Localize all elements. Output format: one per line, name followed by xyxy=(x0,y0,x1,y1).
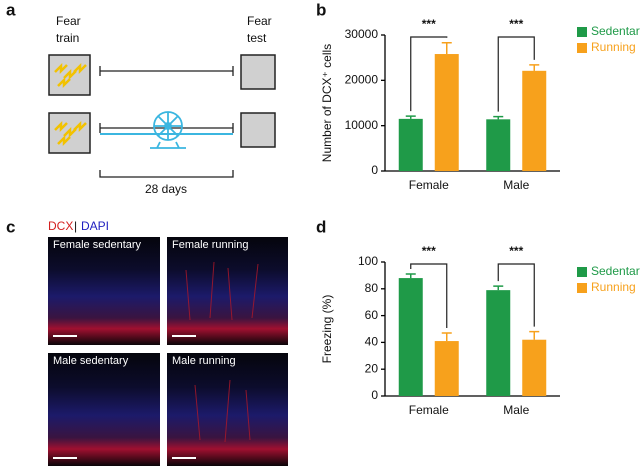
x-tick-label: Female xyxy=(409,403,449,417)
error-bar xyxy=(493,115,504,120)
error-bar xyxy=(405,115,416,119)
y-tick-label: 20000 xyxy=(345,73,379,87)
x-tick-label: Female xyxy=(409,178,449,192)
bar xyxy=(522,339,547,396)
bar xyxy=(434,54,459,171)
y-tick-label: 20 xyxy=(365,361,379,375)
micrograph xyxy=(48,237,160,345)
significance-bracket xyxy=(410,36,448,112)
shock-box xyxy=(48,54,91,154)
x-tick-label: Male xyxy=(503,403,529,417)
legend-label: Running xyxy=(591,40,636,54)
image-title: Male running xyxy=(172,355,236,367)
image-title: Female running xyxy=(172,239,248,251)
y-tick-label: 80 xyxy=(365,281,379,295)
y-tick-label: 10000 xyxy=(345,118,379,132)
stain-label: DCX xyxy=(48,219,73,233)
y-axis-label: Freezing (%) xyxy=(320,295,334,364)
micrographs: DCX | DAPI Female sedentary Female runni… xyxy=(48,219,288,466)
stain-separator: | xyxy=(74,219,77,233)
y-tick-label: 0 xyxy=(371,163,378,177)
bar xyxy=(398,278,423,396)
dendrites xyxy=(185,261,259,443)
test-box xyxy=(240,112,276,148)
bar xyxy=(398,118,423,171)
y-tick-label: 40 xyxy=(365,335,379,349)
duration-bracket xyxy=(99,170,234,178)
error-bar xyxy=(493,285,504,291)
stain-label: DAPI xyxy=(81,219,109,233)
y-tick-label: 30000 xyxy=(345,27,379,41)
significance-label: *** xyxy=(509,17,523,31)
y-axis-label: Number of DCX⁺ cells xyxy=(320,44,334,162)
panel-letter: c xyxy=(6,217,15,236)
error-bar xyxy=(441,332,452,342)
legend-swatch xyxy=(577,283,587,293)
scale-bar xyxy=(53,335,196,459)
y-tick-label: 100 xyxy=(358,254,378,268)
legend-label: Sedentary xyxy=(591,264,640,278)
bar xyxy=(486,290,511,396)
train-label: Fear xyxy=(56,14,81,28)
y-tick-label: 0 xyxy=(371,388,378,402)
test-label: Fear xyxy=(247,14,272,28)
legend-label: Running xyxy=(591,280,636,294)
micrograph xyxy=(167,237,288,345)
legend-swatch xyxy=(577,267,587,277)
timeline-diagram: Fear train Fear test 28 days xyxy=(48,14,276,196)
image-title: Female sedentary xyxy=(53,239,142,251)
legend-swatch xyxy=(577,43,587,53)
x-tick-label: Male xyxy=(503,178,529,192)
significance-label: *** xyxy=(422,17,436,31)
timeline xyxy=(99,66,234,76)
significance-bracket xyxy=(497,36,535,112)
panel-letter: b xyxy=(316,0,326,19)
error-bar xyxy=(441,41,452,55)
legend-swatch xyxy=(577,27,587,37)
error-bar xyxy=(529,330,540,340)
duration-label: 28 days xyxy=(145,182,187,196)
train-label: train xyxy=(56,31,79,45)
error-bar xyxy=(529,64,540,71)
bar xyxy=(522,70,547,171)
significance-bracket xyxy=(410,263,448,329)
significance-label: *** xyxy=(422,244,436,258)
micrograph xyxy=(48,353,160,466)
bar xyxy=(434,341,459,396)
significance-bracket xyxy=(497,263,535,327)
running-wheel xyxy=(150,111,186,149)
significance-label: *** xyxy=(509,244,523,258)
panel-letter: a xyxy=(6,0,16,19)
image-title: Male sedentary xyxy=(53,355,129,367)
y-tick-label: 60 xyxy=(365,308,379,322)
bar xyxy=(486,119,511,171)
test-box xyxy=(240,54,276,90)
panel-letter: d xyxy=(316,217,326,236)
error-bar xyxy=(405,273,416,279)
test-label: test xyxy=(247,31,267,45)
legend-label: Sedentary xyxy=(591,24,640,38)
